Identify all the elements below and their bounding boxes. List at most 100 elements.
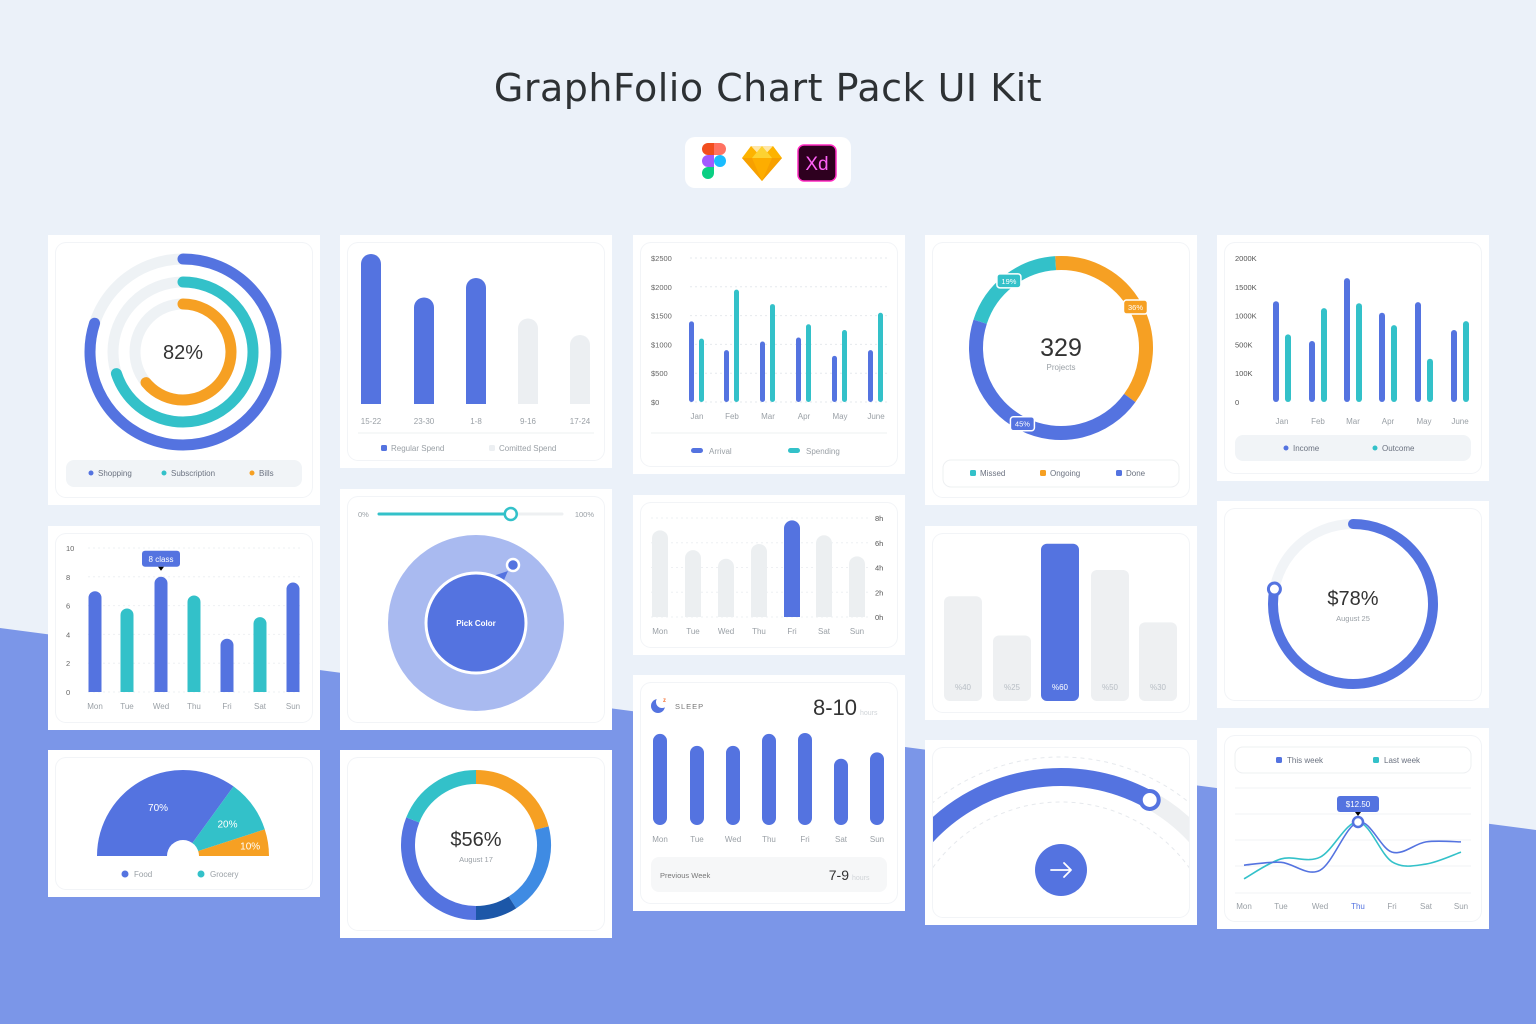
legend-dot <box>161 470 167 476</box>
arc-gauge-card <box>925 740 1197 925</box>
x-tick-label: 1-8 <box>470 417 482 426</box>
x-tick-label: Tue <box>686 627 700 636</box>
center-value: 329 <box>1040 334 1082 362</box>
ring-progress <box>1268 519 1438 689</box>
pick-color-button[interactable] <box>424 571 528 675</box>
bar <box>518 318 538 404</box>
legend-dot <box>1372 445 1378 451</box>
x-tick-label: Fri <box>787 627 797 636</box>
pie-slice <box>97 770 234 856</box>
x-tick-label: 17-24 <box>570 417 591 426</box>
sketch-icon <box>742 146 782 181</box>
x-tick-label: Tue <box>690 835 704 844</box>
bar-label: %50 <box>1102 683 1119 692</box>
bar-arrival <box>724 350 729 402</box>
center-value: $56% <box>450 829 501 851</box>
legend-box <box>942 459 1180 488</box>
bar <box>253 617 267 692</box>
y-tick-label: 8h <box>875 514 883 523</box>
bar <box>187 595 201 692</box>
x-tick-label: May <box>1416 417 1431 426</box>
bar <box>944 596 982 701</box>
badge-box <box>1009 415 1036 432</box>
x-tick-label: Fri <box>222 702 232 711</box>
bar <box>286 582 300 692</box>
next-button[interactable] <box>1035 844 1087 896</box>
legend-swatch <box>1276 757 1282 763</box>
bar-label: %60 <box>1052 683 1069 692</box>
legend-swatch <box>1116 470 1122 476</box>
x-tick-label: Tue <box>1274 902 1288 911</box>
legend-box <box>1235 435 1471 461</box>
x-tick-label: Thu <box>1351 902 1365 911</box>
ring-handle[interactable] <box>1266 581 1282 597</box>
bar-outcome <box>1321 308 1327 402</box>
bar <box>466 278 486 404</box>
bar <box>816 535 832 617</box>
sleep-title: SLEEP <box>675 702 704 711</box>
donut-segment <box>508 826 551 909</box>
bar-income <box>1344 278 1350 402</box>
center-label: Projects <box>1047 363 1076 372</box>
bar <box>726 745 740 825</box>
x-tick-label: Jan <box>691 412 704 421</box>
moon-cutout <box>656 696 668 708</box>
dial-handle[interactable] <box>505 557 521 573</box>
adobe-xd-icon: Xd <box>797 144 837 182</box>
weekly-line-chart: This week Last week $12.50 Mon Tue Wed Thu Fri S… <box>1234 746 1472 911</box>
badge-label: 45% <box>1015 420 1030 429</box>
y-tick-label: $1000 <box>651 340 672 349</box>
x-tick-label: Mon <box>652 835 668 844</box>
x-tick-label: Fri <box>1387 902 1397 911</box>
bar-outcome <box>1285 334 1291 402</box>
page-title: GraphFolio Chart Pack UI Kit <box>493 66 1043 110</box>
center-label: August 25 <box>1336 614 1370 623</box>
color-picker-widget: 0% 100% Pick Color <box>358 506 595 711</box>
x-tick-label: 23-30 <box>414 417 435 426</box>
bar <box>685 550 701 617</box>
x-tick-label: Wed <box>1312 902 1328 911</box>
bar <box>834 758 848 825</box>
slider-handle[interactable] <box>503 506 519 522</box>
x-tick-label: Apr <box>798 412 811 421</box>
tooltip-label: $12.50 <box>1346 800 1371 809</box>
figma-icon <box>702 143 726 179</box>
tooltip-label: 8 class <box>149 555 174 564</box>
xd-logo-text: Xd <box>805 154 828 175</box>
gauge-value <box>933 768 1155 849</box>
tooltip-pointer <box>158 566 164 571</box>
highlight-point[interactable] <box>1351 815 1365 829</box>
y-tick-label: 100K <box>1235 369 1253 378</box>
bar <box>1139 622 1177 701</box>
legend-swatch <box>1040 470 1046 476</box>
legend-label: Outcome <box>1382 444 1415 453</box>
x-tick-label: 9-16 <box>520 417 537 426</box>
arrival-spending-card: $0 $500 $1000 $1500 $2000 $2500 Jan Feb Mar Apr Ma… <box>633 235 905 474</box>
y-tick-label: 1500K <box>1235 283 1257 292</box>
legend-label: Missed <box>980 469 1005 478</box>
x-tick-label: Mar <box>1346 417 1360 426</box>
x-tick-label: Mon <box>1236 902 1252 911</box>
x-tick-label: Wed <box>153 702 169 711</box>
legend-label: Comitted Spend <box>499 444 556 453</box>
x-tick-label: May <box>832 412 847 421</box>
slider-max-label: 100% <box>575 510 595 519</box>
bar <box>718 558 734 617</box>
bar <box>798 733 812 825</box>
sleep-range: 8-10 <box>813 695 857 720</box>
legend-dot <box>197 870 205 878</box>
moon-z-glyph: z <box>663 698 666 704</box>
legend-label: Income <box>1293 444 1320 453</box>
bar-income <box>1273 301 1279 402</box>
bar-label: %40 <box>955 683 972 692</box>
y-tick-label: $2500 <box>651 254 672 263</box>
slice-label: 10% <box>240 841 260 852</box>
pick-color-label: Pick Color <box>456 619 496 628</box>
hours-bar-card: 0h 2h 4h 6h 8h Mon Tue Wed Thu Fri Sat Sun <box>633 495 905 655</box>
gauge-handle[interactable] <box>1138 788 1161 811</box>
progress-ring-card: $78% August 25 <box>1217 501 1489 708</box>
half-pie-chart: 70% 20%10% Food Grocery <box>97 770 269 879</box>
x-tick-label: Sun <box>870 835 884 844</box>
x-tick-label: Mon <box>87 702 103 711</box>
